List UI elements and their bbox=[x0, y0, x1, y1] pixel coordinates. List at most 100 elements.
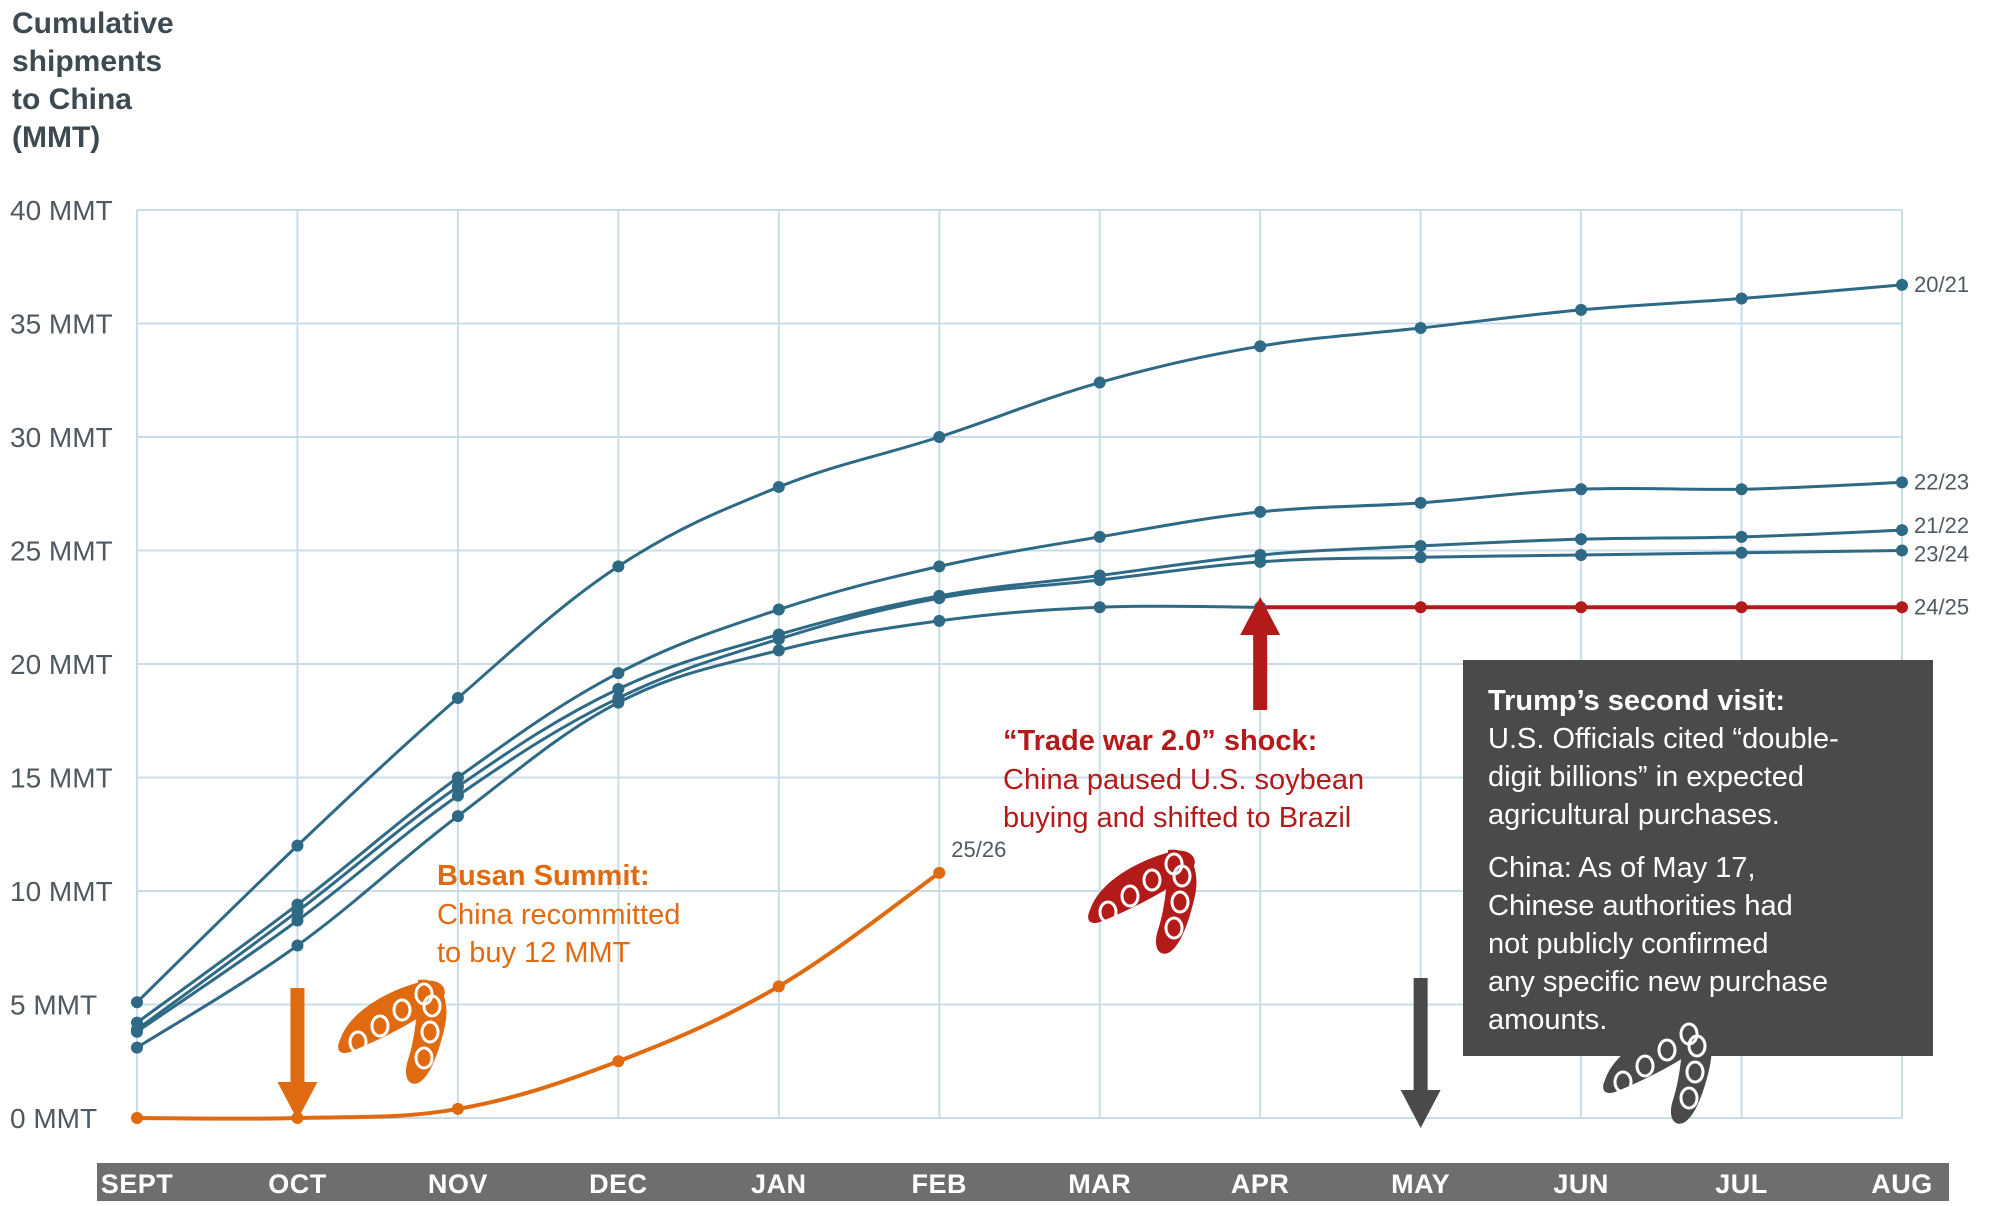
soybean-icon bbox=[1088, 849, 1197, 954]
annotation-busan: Busan Summit: China recommitted to buy 12 … bbox=[437, 860, 680, 969]
pea bbox=[392, 998, 412, 1022]
annotation-line: Chinese authorities had bbox=[1488, 890, 1793, 922]
data-point bbox=[1093, 530, 1106, 543]
data-point bbox=[612, 667, 625, 680]
pea bbox=[1685, 1060, 1705, 1084]
annotation-line: not publicly confirmed bbox=[1488, 928, 1768, 960]
pea bbox=[1635, 1054, 1655, 1078]
x-tick-label: DEC bbox=[589, 1169, 648, 1199]
pea bbox=[414, 1046, 434, 1070]
annotation-title: Busan Summit: bbox=[437, 860, 650, 892]
data-point bbox=[1896, 476, 1908, 489]
arrow-head bbox=[1400, 1090, 1441, 1128]
x-tick-label: FEB bbox=[912, 1169, 968, 1199]
annotation-line: buying and shifted to Brazil bbox=[1003, 802, 1351, 834]
data-point bbox=[772, 980, 785, 993]
data-point bbox=[1575, 303, 1588, 316]
data-point bbox=[1093, 601, 1106, 614]
data-point bbox=[291, 939, 304, 952]
series-label: 24/25 bbox=[1914, 594, 1969, 619]
series-23-24 bbox=[131, 544, 1908, 1038]
series-line bbox=[136, 549, 1903, 1033]
annotation-line: any specific new purchase bbox=[1488, 966, 1828, 998]
data-point bbox=[451, 692, 464, 705]
y-tick-label: 5 MMT bbox=[10, 990, 97, 1021]
data-point bbox=[1735, 601, 1748, 614]
series-25-26 bbox=[131, 866, 946, 1124]
data-point bbox=[1414, 551, 1427, 564]
y-tick-label: 0 MMT bbox=[10, 1103, 97, 1134]
x-tick-label: AUG bbox=[1871, 1169, 1933, 1199]
data-point bbox=[1575, 533, 1588, 546]
data-point bbox=[933, 431, 946, 443]
series-label: 20/21 bbox=[1914, 272, 1969, 297]
pea bbox=[1687, 1034, 1707, 1058]
data-point bbox=[1575, 601, 1588, 614]
data-point bbox=[1575, 483, 1588, 496]
data-point bbox=[1896, 544, 1908, 557]
series-line bbox=[136, 480, 1903, 1024]
data-point bbox=[933, 560, 946, 573]
data-point bbox=[772, 603, 785, 616]
y-axis-title: Cumulative shipments to China (MMT) bbox=[12, 7, 174, 154]
pea bbox=[420, 1020, 440, 1044]
data-point bbox=[131, 1025, 143, 1038]
x-tick-label: JUL bbox=[1715, 1169, 1768, 1199]
x-tick-label: SEPT bbox=[101, 1169, 174, 1199]
data-point bbox=[772, 644, 785, 657]
x-tick-label: APR bbox=[1231, 1169, 1290, 1199]
data-point bbox=[1896, 601, 1908, 614]
pea bbox=[422, 994, 442, 1018]
pea bbox=[1098, 900, 1118, 924]
data-point bbox=[1735, 530, 1748, 543]
y-tick-label: 20 MMT bbox=[10, 649, 113, 680]
y-axis-title-line: (MMT) bbox=[12, 121, 100, 154]
tradewar-arrow bbox=[1240, 597, 1281, 710]
data-point bbox=[1093, 376, 1106, 389]
annotation-title: Trump’s second visit: bbox=[1488, 685, 1785, 717]
data-point bbox=[772, 480, 785, 493]
pea bbox=[1164, 916, 1184, 940]
data-point bbox=[1575, 549, 1588, 562]
series-20-21 bbox=[131, 278, 1908, 1009]
x-axis-band bbox=[97, 1163, 1949, 1201]
pea bbox=[1657, 1038, 1677, 1062]
arrow-shaft bbox=[1253, 634, 1268, 710]
data-point bbox=[131, 1112, 143, 1124]
data-point bbox=[451, 780, 464, 793]
y-axis-title-line: shipments bbox=[12, 45, 162, 78]
data-point bbox=[131, 1041, 143, 1054]
annotation-line: agricultural purchases. bbox=[1488, 799, 1780, 831]
annotation-line: U.S. Officials cited “double- bbox=[1488, 723, 1839, 755]
arrow-head bbox=[1240, 597, 1281, 635]
pea bbox=[1679, 1086, 1699, 1110]
soybean-icon bbox=[338, 979, 447, 1084]
y-tick-label: 40 MMT bbox=[10, 195, 113, 226]
data-point bbox=[933, 866, 946, 879]
data-point bbox=[1896, 524, 1908, 537]
annotation-trump: Trump’s second visit: U.S. Officials cite… bbox=[1463, 660, 1933, 1056]
data-point bbox=[291, 914, 304, 927]
y-axis-title-line: Cumulative bbox=[12, 7, 174, 40]
data-point bbox=[772, 633, 785, 646]
trump-arrow bbox=[1400, 978, 1441, 1128]
x-tick-label: JAN bbox=[751, 1169, 807, 1199]
x-tick-label: JUN bbox=[1553, 1169, 1609, 1199]
arrow-head bbox=[277, 1082, 318, 1120]
data-point bbox=[451, 771, 464, 784]
series-22-23 bbox=[131, 476, 1908, 1029]
busan-arrow bbox=[277, 988, 318, 1120]
series-label: 25/26 bbox=[951, 837, 1006, 862]
data-point bbox=[1735, 292, 1748, 305]
data-point bbox=[1414, 322, 1427, 335]
data-point bbox=[1093, 574, 1106, 587]
annotation-title: “Trade war 2.0” shock: bbox=[1003, 725, 1317, 757]
series-line bbox=[136, 528, 1903, 1031]
data-point bbox=[933, 592, 946, 605]
pea bbox=[370, 1014, 390, 1038]
data-point bbox=[612, 682, 625, 695]
annotation-line: to buy 12 MMT bbox=[437, 937, 631, 969]
annotation-line: amounts. bbox=[1488, 1004, 1607, 1036]
